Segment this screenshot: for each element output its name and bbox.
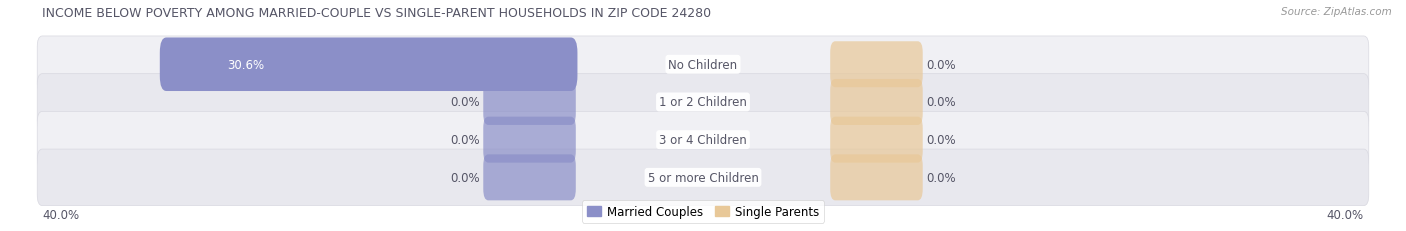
Text: 0.0%: 0.0% bbox=[450, 134, 479, 146]
Text: 0.0%: 0.0% bbox=[927, 134, 956, 146]
Text: 0.0%: 0.0% bbox=[927, 58, 956, 71]
FancyBboxPatch shape bbox=[37, 149, 1369, 206]
FancyBboxPatch shape bbox=[37, 112, 1369, 168]
FancyBboxPatch shape bbox=[484, 117, 576, 163]
Text: 0.0%: 0.0% bbox=[450, 96, 479, 109]
Text: 3 or 4 Children: 3 or 4 Children bbox=[659, 134, 747, 146]
Text: 40.0%: 40.0% bbox=[1327, 208, 1364, 221]
FancyBboxPatch shape bbox=[830, 80, 922, 125]
FancyBboxPatch shape bbox=[830, 155, 922, 201]
Text: 0.0%: 0.0% bbox=[927, 96, 956, 109]
Text: 5 or more Children: 5 or more Children bbox=[648, 171, 758, 184]
Legend: Married Couples, Single Parents: Married Couples, Single Parents bbox=[582, 201, 824, 223]
FancyBboxPatch shape bbox=[37, 37, 1369, 93]
Text: Source: ZipAtlas.com: Source: ZipAtlas.com bbox=[1281, 7, 1392, 17]
Text: 0.0%: 0.0% bbox=[450, 171, 479, 184]
FancyBboxPatch shape bbox=[830, 117, 922, 163]
FancyBboxPatch shape bbox=[160, 38, 578, 92]
FancyBboxPatch shape bbox=[37, 74, 1369, 131]
FancyBboxPatch shape bbox=[830, 42, 922, 88]
Text: INCOME BELOW POVERTY AMONG MARRIED-COUPLE VS SINGLE-PARENT HOUSEHOLDS IN ZIP COD: INCOME BELOW POVERTY AMONG MARRIED-COUPL… bbox=[42, 7, 711, 20]
Text: No Children: No Children bbox=[668, 58, 738, 71]
FancyBboxPatch shape bbox=[484, 80, 576, 125]
Text: 40.0%: 40.0% bbox=[42, 208, 79, 221]
Text: 30.6%: 30.6% bbox=[228, 58, 264, 71]
FancyBboxPatch shape bbox=[484, 155, 576, 201]
Text: 1 or 2 Children: 1 or 2 Children bbox=[659, 96, 747, 109]
Text: 0.0%: 0.0% bbox=[927, 171, 956, 184]
